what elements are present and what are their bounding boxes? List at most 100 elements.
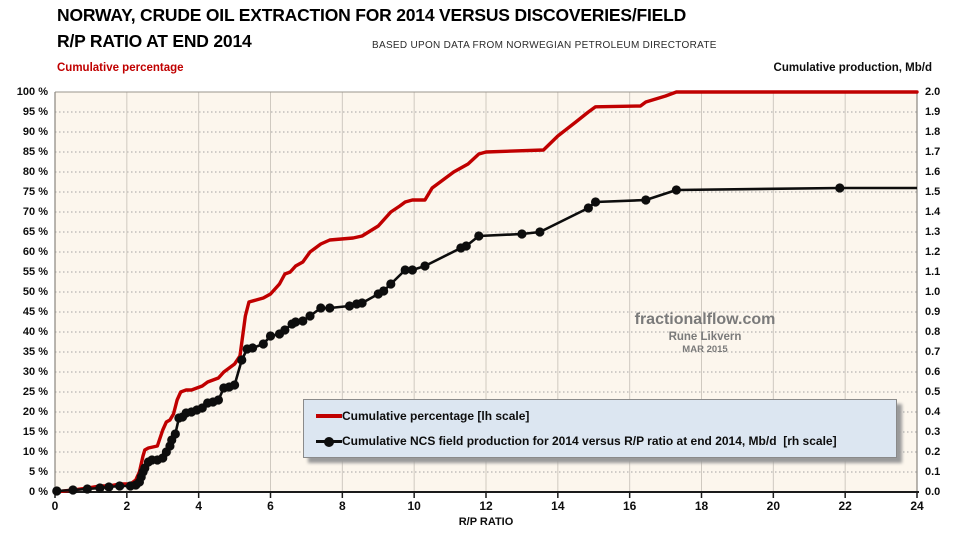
data-point-marker xyxy=(305,311,315,321)
legend: Cumulative percentage [lh scale] Cumulat… xyxy=(303,399,897,458)
chart-title-line1: NORWAY, CRUDE OIL EXTRACTION FOR 2014 VE… xyxy=(57,5,687,25)
watermark-author: Rune Likvern xyxy=(668,331,742,343)
x-axis-tick-label: 24 xyxy=(910,499,924,513)
right-axis-tick-label: 1.0 xyxy=(925,286,941,298)
right-axis-tick-label: 1.8 xyxy=(925,126,941,138)
data-point-marker xyxy=(316,303,326,313)
right-axis-tick-label: 2.0 xyxy=(925,86,941,98)
left-axis-tick-label: 50 % xyxy=(22,286,48,298)
data-point-marker xyxy=(671,185,681,195)
right-axis-tick-label: 0.1 xyxy=(925,466,941,478)
x-axis-tick-label: 4 xyxy=(195,499,202,513)
data-point-marker xyxy=(247,343,258,353)
data-point-marker xyxy=(386,279,396,289)
left-axis-tick-label: 90 % xyxy=(22,126,48,138)
data-point-marker xyxy=(95,483,105,493)
data-point-marker xyxy=(535,227,545,237)
data-point-marker xyxy=(104,482,114,492)
right-axis-tick-label: 1.1 xyxy=(925,266,941,278)
right-axis-tick-label: 0.8 xyxy=(925,326,941,338)
x-axis-tick-label: 0 xyxy=(51,499,59,513)
left-axis-tick-label: 45 % xyxy=(22,306,48,318)
left-axis-tick-label: 75 % xyxy=(22,186,48,198)
right-axis-tick-label: 1.4 xyxy=(925,206,941,218)
data-point-marker xyxy=(52,486,62,496)
right-axis-tick-label: 1.7 xyxy=(925,146,941,158)
right-axis-tick-label: 0.4 xyxy=(925,406,941,418)
legend-label: Cumulative NCS field production for 2014… xyxy=(342,434,837,448)
right-axis-tick-label: 0.0 xyxy=(925,486,941,498)
right-axis-tick-label: 0.5 xyxy=(925,386,941,398)
data-point-marker xyxy=(461,241,471,251)
data-point-marker xyxy=(213,395,224,405)
black-line-marker-swatch-icon xyxy=(316,434,342,448)
data-point-marker xyxy=(280,325,290,335)
right-axis-tick-label: 0.9 xyxy=(925,306,941,318)
left-axis-tick-label: 40 % xyxy=(22,326,48,338)
data-point-marker xyxy=(400,265,410,275)
data-point-marker xyxy=(82,484,92,494)
data-point-marker xyxy=(517,229,527,239)
data-point-marker xyxy=(68,485,78,495)
data-point-marker xyxy=(298,316,308,326)
data-point-marker xyxy=(344,301,355,311)
left-axis-tick-label: 0 % xyxy=(29,486,48,498)
right-axis-tick-label: 0.2 xyxy=(925,446,941,458)
right-axis-tick-label: 1.2 xyxy=(925,246,941,258)
legend-item-cumulative-percentage: Cumulative percentage [lh scale] xyxy=(316,409,529,423)
left-axis-tick-label: 65 % xyxy=(22,226,48,238)
left-axis-tick-label: 60 % xyxy=(22,246,48,258)
data-point-marker xyxy=(420,261,430,271)
x-axis-tick-label: 12 xyxy=(479,499,493,513)
legend-label: Cumulative percentage [lh scale] xyxy=(342,409,530,423)
x-axis-tick-label: 10 xyxy=(407,499,421,513)
red-line-swatch-icon xyxy=(316,409,342,423)
data-point-marker xyxy=(379,286,389,296)
left-axis-tick-label: 80 % xyxy=(22,166,48,178)
x-axis-tick-label: 20 xyxy=(766,499,780,513)
x-axis-tick-label: 2 xyxy=(123,499,131,513)
data-point-marker xyxy=(474,231,484,241)
watermark-date: MAR 2015 xyxy=(682,344,728,355)
data-point-marker xyxy=(641,195,651,205)
chart-title-line2: R/P RATIO AT END 2014 xyxy=(57,31,252,51)
x-axis-tick-label: 14 xyxy=(551,499,565,513)
right-axis-tick-label: 1.6 xyxy=(925,166,941,178)
left-axis-tick-label: 85 % xyxy=(22,146,48,158)
x-axis-tick-label: 6 xyxy=(267,499,274,513)
left-axis-tick-label: 5 % xyxy=(29,466,48,478)
right-axis-tick-label: 0.6 xyxy=(925,366,941,378)
data-point-marker xyxy=(265,331,276,341)
data-point-marker xyxy=(835,183,845,193)
right-axis-tick-label: 1.3 xyxy=(925,226,941,238)
left-axis-tick-label: 15 % xyxy=(22,426,48,438)
data-point-marker xyxy=(237,355,247,365)
left-axis-tick-label: 95 % xyxy=(22,106,48,118)
legend-item-cumulative-production: Cumulative NCS field production for 2014… xyxy=(316,434,837,448)
left-axis-tick-label: 25 % xyxy=(22,386,48,398)
right-axis-tick-label: 0.3 xyxy=(925,426,941,438)
x-axis-tick-label: 16 xyxy=(622,499,637,513)
x-axis-title: R/P RATIO xyxy=(458,516,514,528)
left-axis-tick-label: 55 % xyxy=(22,266,48,278)
data-point-marker xyxy=(583,203,593,213)
x-axis-tick-label: 22 xyxy=(838,499,852,513)
x-axis-tick-label: 18 xyxy=(694,499,709,513)
watermark-site: fractionalflow.com xyxy=(634,311,776,328)
right-axis-tick-label: 0.7 xyxy=(925,346,941,358)
left-axis-tick-label: 20 % xyxy=(22,406,48,418)
data-point-marker xyxy=(115,481,125,491)
data-point-marker xyxy=(170,429,180,439)
data-point-marker xyxy=(291,317,301,327)
data-point-marker xyxy=(229,380,240,390)
watermark: fractionalflow.com Rune Likvern MAR 2015 xyxy=(635,311,776,355)
left-axis-tick-label: 100 % xyxy=(16,86,48,98)
left-axis-tick-label: 30 % xyxy=(22,366,48,378)
x-axis-tick-label: 8 xyxy=(338,499,346,513)
right-axis-tick-label: 1.5 xyxy=(925,186,941,198)
data-point-marker xyxy=(258,339,268,349)
right-axis-title: Cumulative production, Mb/d xyxy=(773,62,932,74)
data-point-marker xyxy=(325,303,335,313)
